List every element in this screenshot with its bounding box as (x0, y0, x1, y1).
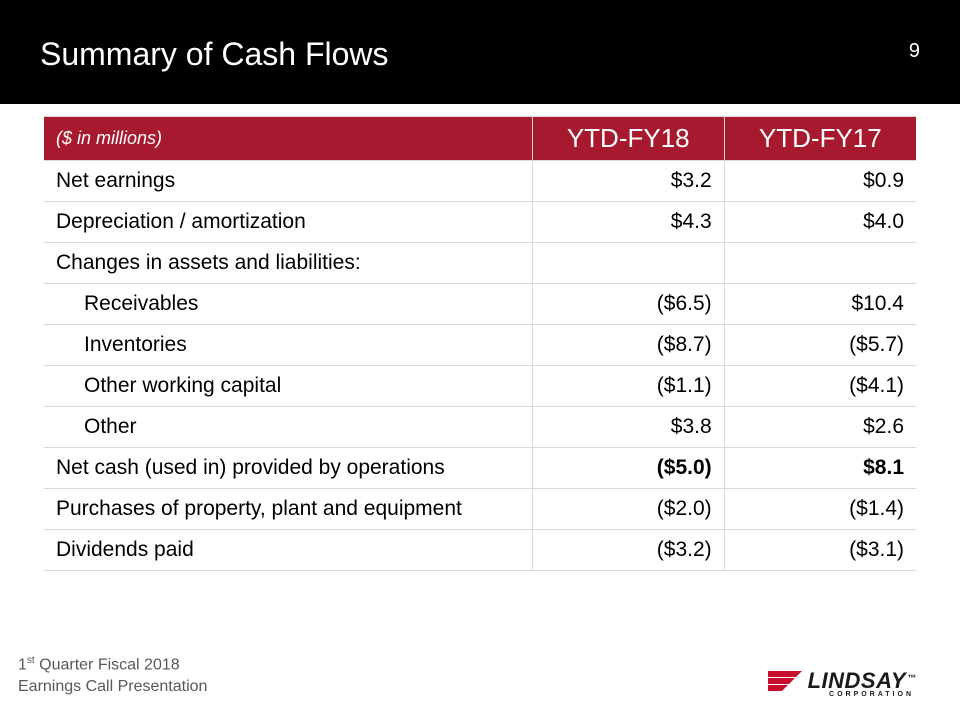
logo-row: LINDSAY™ (768, 669, 916, 693)
footer-line1-rest: Quarter Fiscal 2018 (35, 657, 180, 674)
row-value: $3.2 (532, 161, 724, 202)
row-value: $10.4 (724, 284, 916, 325)
row-label: Receivables (44, 284, 532, 325)
table-header-col2: YTD-FY17 (724, 117, 916, 161)
row-label: Other (44, 407, 532, 448)
footer-line1-prefix: 1 (18, 657, 27, 674)
row-value (532, 243, 724, 284)
cash-flows-table: ($ in millions) YTD-FY18 YTD-FY17 Net ea… (44, 116, 916, 571)
logo-name: LINDSAY (808, 668, 906, 693)
table-row: Changes in assets and liabilities: (44, 243, 916, 284)
company-logo: LINDSAY™ CORPORATION (768, 669, 916, 698)
slide-header: Summary of Cash Flows 9 (0, 0, 960, 104)
row-value: ($1.1) (532, 366, 724, 407)
row-value (724, 243, 916, 284)
row-label: Net earnings (44, 161, 532, 202)
logo-tm: ™ (907, 673, 916, 683)
row-value: ($2.0) (532, 489, 724, 530)
table-row: Other working capital($1.1)($4.1) (44, 366, 916, 407)
table-row: Receivables($6.5)$10.4 (44, 284, 916, 325)
row-value: ($5.0) (532, 448, 724, 489)
table-row: Other$3.8$2.6 (44, 407, 916, 448)
row-value: ($3.2) (532, 530, 724, 571)
row-label: Changes in assets and liabilities: (44, 243, 532, 284)
row-label: Depreciation / amortization (44, 202, 532, 243)
row-value: ($6.5) (532, 284, 724, 325)
footer-line1-sup: st (27, 655, 35, 666)
row-label: Net cash (used in) provided by operation… (44, 448, 532, 489)
row-value: $4.0 (724, 202, 916, 243)
row-value: ($5.7) (724, 325, 916, 366)
table-row: Inventories($8.7)($5.7) (44, 325, 916, 366)
row-label: Inventories (44, 325, 532, 366)
footer-text: 1st Quarter Fiscal 2018 Earnings Call Pr… (18, 654, 207, 698)
table-row: Purchases of property, plant and equipme… (44, 489, 916, 530)
row-value: $2.6 (724, 407, 916, 448)
slide-footer: 1st Quarter Fiscal 2018 Earnings Call Pr… (0, 654, 960, 698)
lindsay-flag-icon (768, 669, 802, 693)
row-label: Other working capital (44, 366, 532, 407)
table-row: Net cash (used in) provided by operation… (44, 448, 916, 489)
row-value: ($3.1) (724, 530, 916, 571)
footer-line2: Earnings Call Presentation (18, 678, 207, 695)
table-header-row: ($ in millions) YTD-FY18 YTD-FY17 (44, 117, 916, 161)
slide-content: ($ in millions) YTD-FY18 YTD-FY17 Net ea… (0, 104, 960, 571)
row-value: $4.3 (532, 202, 724, 243)
table-row: Dividends paid($3.2)($3.1) (44, 530, 916, 571)
row-label: Dividends paid (44, 530, 532, 571)
table-body: Net earnings$3.2$0.9Depreciation / amort… (44, 161, 916, 571)
row-value: $0.9 (724, 161, 916, 202)
row-value: ($4.1) (724, 366, 916, 407)
row-value: $3.8 (532, 407, 724, 448)
table-row: Depreciation / amortization$4.3$4.0 (44, 202, 916, 243)
row-value: ($1.4) (724, 489, 916, 530)
row-value: ($8.7) (532, 325, 724, 366)
page-number: 9 (909, 36, 920, 63)
table-header-col1: YTD-FY18 (532, 117, 724, 161)
slide-title: Summary of Cash Flows (40, 36, 389, 73)
table-header-label: ($ in millions) (44, 117, 532, 161)
row-value: $8.1 (724, 448, 916, 489)
table-row: Net earnings$3.2$0.9 (44, 161, 916, 202)
row-label: Purchases of property, plant and equipme… (44, 489, 532, 530)
